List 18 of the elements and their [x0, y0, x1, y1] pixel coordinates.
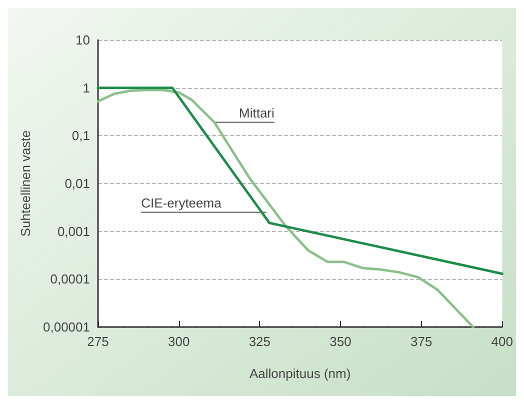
x-tick-label: 400 [491, 334, 514, 349]
y-tick-label: 10 [76, 32, 90, 48]
x-tick-label: 350 [330, 334, 352, 349]
x-axis-title: Aallonpituus (nm) [250, 366, 351, 381]
y-tick-label: 0,0001 [50, 272, 90, 287]
x-tick-label: 300 [168, 334, 190, 349]
annotation: CIE-eryteema [141, 195, 222, 210]
line-series [96, 88, 474, 328]
y-tick-label: 0,1 [72, 128, 90, 144]
y-tick-label: 1 [82, 80, 90, 96]
y-tick-label: 0,001 [57, 224, 90, 239]
y-axis-title: Suhteellinen vaste [18, 130, 33, 237]
y-tick-label: 0,01 [64, 176, 90, 191]
x-tick-label: 375 [410, 334, 432, 349]
y-tick-label: 0,00001 [43, 320, 90, 334]
x-tick-label: 325 [248, 334, 271, 349]
x-tick-label: 275 [87, 334, 109, 349]
annotation: Mittari [239, 105, 275, 120]
